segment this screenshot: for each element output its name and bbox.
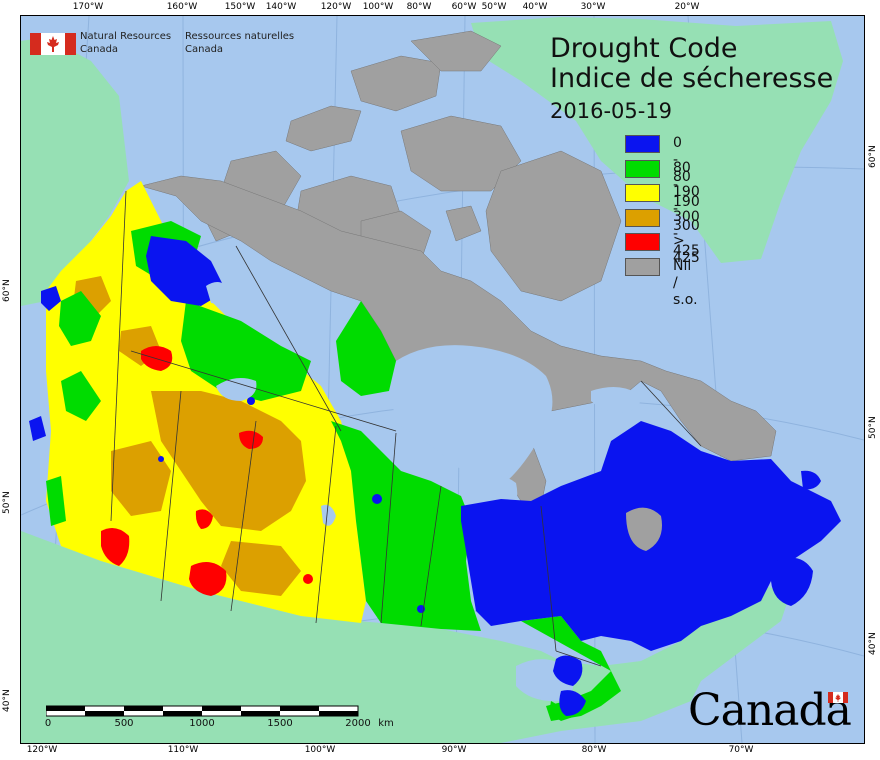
agency-en-line1: Natural Resources: [80, 31, 172, 42]
tick-label-top: 120°W: [320, 2, 352, 12]
map-title-block: Drought Code Indice de sécheresse 2016-0…: [550, 34, 833, 126]
scale-label: 1500: [267, 718, 293, 729]
legend-swatch: [625, 257, 660, 276]
tick-label-top: 140°W: [265, 2, 297, 12]
legend-label: 0 - 80: [673, 135, 691, 185]
legend-swatch: [625, 233, 660, 251]
agency-fr-line2: Canada: [185, 44, 224, 55]
tick-label-bottom: 90°W: [441, 745, 467, 755]
agency-name-en: Natural Resources Canada: [80, 30, 190, 56]
tick-label-right: 60°N: [868, 145, 878, 168]
agency-fr-line1: Ressources naturelles: [185, 31, 295, 42]
tick-label-top: 60°W: [451, 2, 477, 12]
scale-label: 1000: [189, 718, 215, 729]
canada-flag-icon: [30, 33, 76, 55]
tick-label-left: 60°N: [2, 279, 12, 302]
legend-label: > 425: [673, 233, 700, 266]
canada-wordmark: Canada: [688, 688, 853, 736]
scale-label: 500: [114, 718, 134, 729]
drought-orange-zone: [73, 276, 306, 596]
scale-label: 0: [44, 718, 52, 729]
drought-red-zone: [101, 346, 313, 596]
tick-label-left: 50°N: [2, 491, 12, 514]
map-svg: [21, 16, 864, 743]
legend-label: 300 - 425: [673, 208, 700, 259]
legend-swatch: [625, 208, 660, 227]
hudson-bay: [388, 345, 553, 486]
tick-label-right: 50°N: [868, 416, 878, 439]
tick-label-top: 100°W: [362, 2, 394, 12]
tick-label-top: 40°W: [522, 2, 548, 12]
tick-label-top: 160°W: [166, 2, 198, 12]
legend-swatch: [625, 184, 660, 202]
tick-label-bottom: 70°W: [728, 745, 754, 755]
scale-bar: 0 500 1000 1500 2000 km: [44, 705, 394, 735]
tick-label-top: 150°W: [224, 2, 256, 12]
legend-swatch: [625, 135, 660, 153]
tick-label-bottom: 120°W: [26, 745, 58, 755]
tick-label-bottom: 80°W: [581, 745, 607, 755]
legend-label: 190 - 300: [673, 184, 700, 234]
tick-label-top: 20°W: [674, 2, 700, 12]
tick-label-top: 30°W: [580, 2, 606, 12]
canadian-lakes: [206, 282, 336, 526]
wordmark-text: Canada: [688, 685, 852, 736]
quebec-no-data: [626, 507, 662, 551]
tick-label-top: 50°W: [481, 2, 507, 12]
wordmark-flag-icon: [828, 692, 848, 703]
map-title-en: Drought Code: [550, 33, 738, 64]
ungava-bay: [591, 387, 641, 413]
map-title-fr: Indice de sécheresse: [550, 63, 834, 94]
alaska-land: [21, 37, 129, 306]
provincial-boundaries: [110, 190, 702, 667]
tick-label-bottom: 100°W: [304, 745, 336, 755]
tick-label-top: 170°W: [72, 2, 104, 12]
legend-label: Nil / s.o.: [673, 257, 698, 308]
scale-bar-graphic: [46, 705, 359, 717]
map-date: 2016-05-19: [550, 99, 673, 123]
tick-label-left: 40°N: [2, 689, 12, 712]
scale-unit: km: [378, 718, 394, 729]
tick-label-bottom: 110°W: [167, 745, 199, 755]
scale-label: 2000: [345, 718, 371, 729]
tick-label-top: 80°W: [406, 2, 432, 12]
legend-label: 80 - 190: [673, 159, 700, 210]
agency-name-fr: Ressources naturelles Canada: [185, 30, 305, 56]
agency-en-line2: Canada: [80, 44, 119, 55]
legend-swatch: [625, 159, 660, 178]
tick-label-right: 40°N: [868, 632, 878, 655]
map-canvas[interactable]: [20, 15, 865, 744]
